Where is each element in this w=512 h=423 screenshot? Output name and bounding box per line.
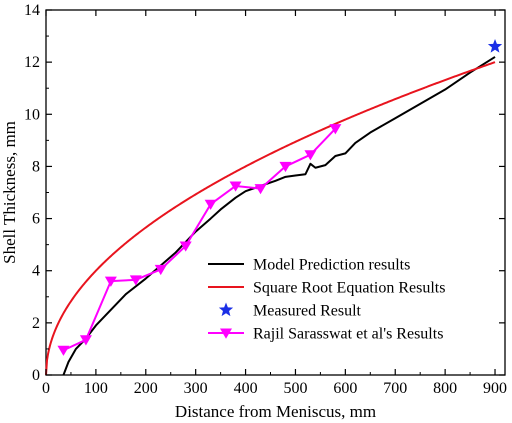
x-tick-label: 800 xyxy=(433,380,457,397)
data-point-star xyxy=(487,39,503,53)
series-layer xyxy=(45,39,503,376)
legend-item-square-root-equation-results: Square Root Equation Results xyxy=(208,280,445,297)
model-prediction-results-line xyxy=(62,56,496,376)
x-tick-label: 200 xyxy=(134,380,158,397)
legend-marker xyxy=(220,328,232,339)
legend-marker xyxy=(218,302,234,317)
data-point-triangle xyxy=(57,345,70,356)
y-tick-label: 12 xyxy=(24,54,40,71)
tick-layer: 0 100 200 300 400 500 600 700 800 900 0 2 4 6 8 10 12 14 xyxy=(24,2,507,397)
legend-label: Model Prediction results xyxy=(253,257,410,274)
series-square-root-equation-results xyxy=(45,61,496,376)
data-point-triangle xyxy=(229,181,242,192)
data-point-triangle xyxy=(204,199,217,210)
legend-label: Rajil Sarasswat et al's Results xyxy=(253,326,443,343)
y-tick-label: 4 xyxy=(32,263,40,280)
data-point-triangle xyxy=(154,264,167,276)
legend: Model Prediction results Square Root Equa… xyxy=(208,257,445,343)
legend-label: Square Root Equation Results xyxy=(253,280,445,297)
x-axis-title: Distance from Meniscus, mm xyxy=(175,402,376,421)
series-model-prediction-results xyxy=(62,56,496,376)
y-tick-label: 14 xyxy=(24,2,40,19)
plot-frame xyxy=(45,9,506,376)
y-tick-label: 0 xyxy=(32,367,40,384)
legend-item-model-prediction-results: Model Prediction results xyxy=(208,257,410,274)
legend-label: Measured Result xyxy=(253,303,362,320)
data-point-triangle xyxy=(129,275,142,286)
square-root-equation-results-line xyxy=(45,61,496,376)
legend-item-measured-result: Measured Result xyxy=(218,302,362,320)
data-point-triangle xyxy=(329,124,342,135)
data-point-triangle xyxy=(304,150,317,161)
x-tick-label: 0 xyxy=(42,380,50,397)
y-tick-label: 6 xyxy=(32,211,40,228)
x-tick-label: 600 xyxy=(333,380,357,397)
series-rajil-sarasswat-et-al-s-results xyxy=(57,124,342,356)
data-point-triangle xyxy=(104,276,117,287)
legend-item-rajil-sarasswat-et-al-s-results: Rajil Sarasswat et al's Results xyxy=(208,326,443,343)
x-tick-label: 400 xyxy=(234,380,258,397)
data-point-triangle xyxy=(279,161,292,173)
x-tick-label: 900 xyxy=(483,380,507,397)
x-tick-label: 300 xyxy=(184,380,208,397)
y-tick-label: 10 xyxy=(24,106,40,123)
plot-area: 0 100 200 300 400 500 600 700 800 900 0 2 4 6 8 10 12 14 xyxy=(24,2,507,397)
series-measured-result xyxy=(487,39,503,53)
data-point-triangle xyxy=(254,184,267,195)
y-axis-title: Shell Thickness, mm xyxy=(0,121,19,264)
y-tick-label: 2 xyxy=(32,315,40,332)
y-tick-label: 8 xyxy=(32,158,40,175)
x-tick-label: 100 xyxy=(84,380,108,397)
data-point-triangle xyxy=(79,335,92,346)
x-tick-label: 500 xyxy=(283,380,307,397)
data-point-triangle xyxy=(179,241,192,252)
x-tick-label: 700 xyxy=(383,380,407,397)
